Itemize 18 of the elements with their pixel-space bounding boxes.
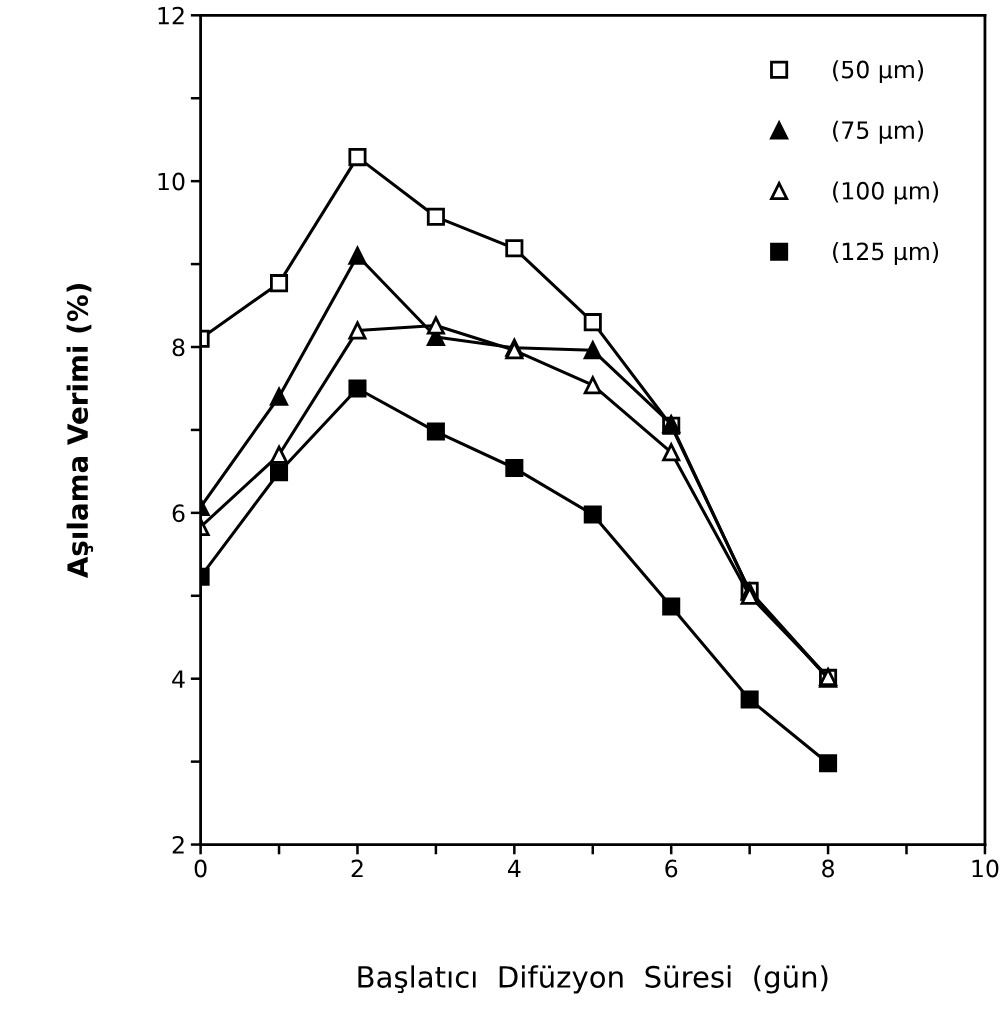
- legend-label: (75 μm): [833, 120, 924, 144]
- legend-label: (125 μm): [833, 242, 939, 265]
- x-tick-label: 10: [972, 859, 999, 878]
- y-axis-title: Aşılama Verimi (%): [66, 284, 94, 579]
- y-tick-label: 10: [158, 172, 185, 191]
- y-tick-label: 2: [172, 836, 184, 854]
- legend-label: (100 μm): [833, 181, 939, 205]
- y-tick-label: 4: [172, 670, 185, 688]
- y-tick-label: 6: [172, 504, 185, 523]
- y-tick-label: 12: [158, 6, 184, 25]
- x-tick-label: 4: [507, 859, 521, 878]
- x-tick-label: 0: [194, 859, 207, 878]
- x-tick-label: 6: [665, 859, 678, 878]
- x-axis-title: Başlatıcı Difüzyon Süresi (gün): [358, 965, 828, 994]
- legend-label: (50 μm): [833, 60, 924, 84]
- y-tick-label: 8: [172, 338, 185, 357]
- x-tick-label: 8: [822, 859, 834, 878]
- x-tick-label: 2: [351, 859, 363, 878]
